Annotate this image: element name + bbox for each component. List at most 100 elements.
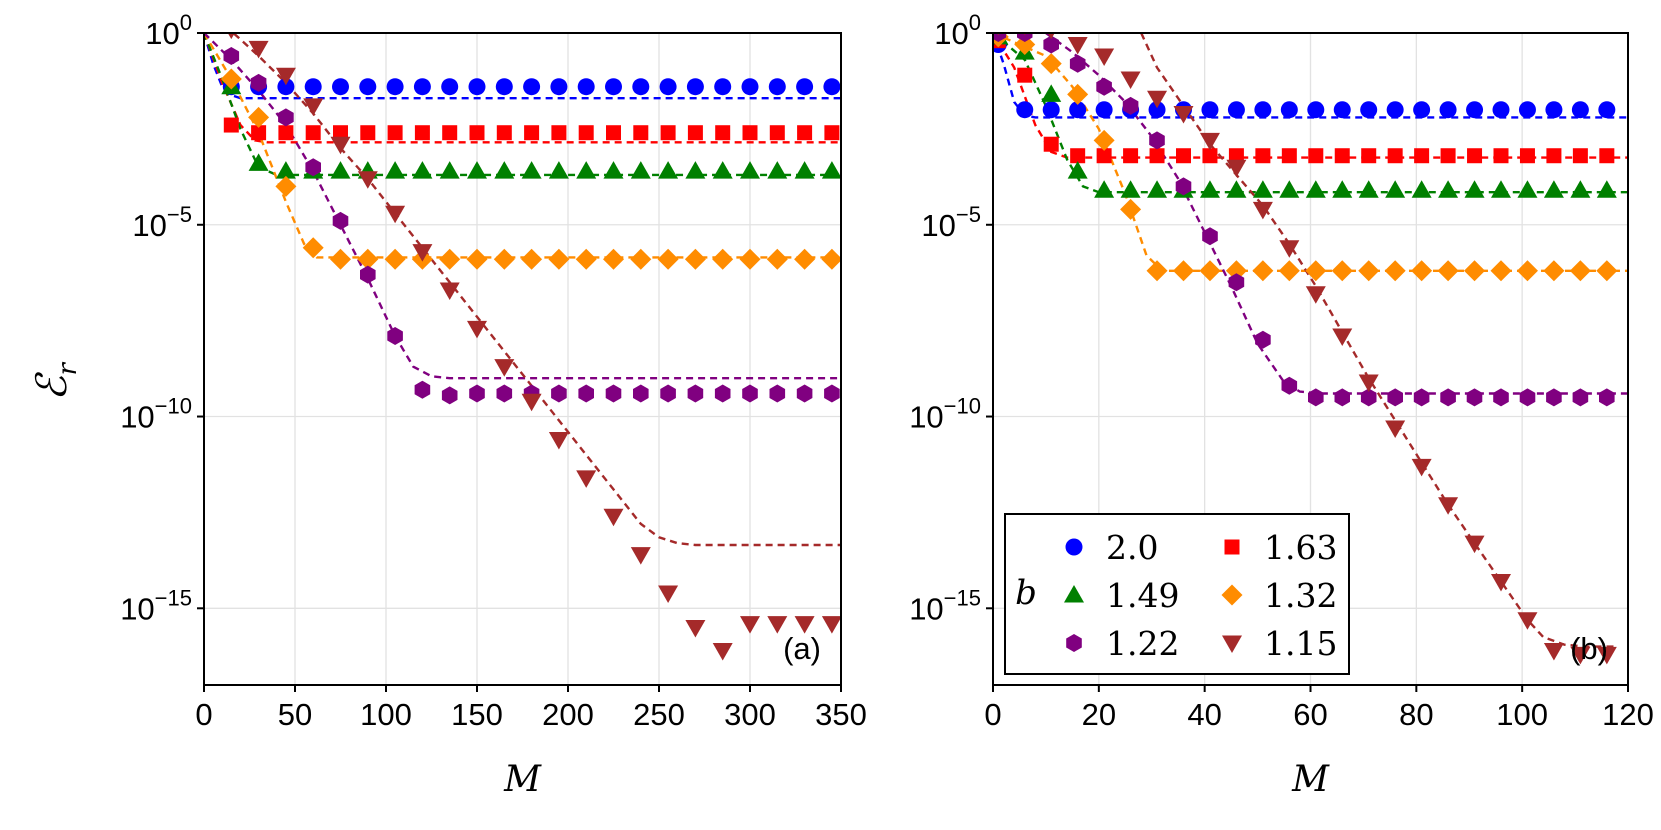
data-point (521, 161, 542, 179)
data-point (1199, 260, 1221, 282)
data-point (660, 125, 676, 141)
data-point (821, 248, 841, 270)
y-axis-label: ℰr (27, 362, 83, 401)
data-point (439, 282, 460, 300)
data-point (1093, 129, 1115, 151)
data-point (1331, 260, 1353, 282)
data-point (305, 125, 321, 141)
data-point (1493, 148, 1509, 164)
data-point (630, 547, 651, 565)
y-tick-label: 10−10 (120, 394, 192, 435)
data-point (766, 248, 788, 270)
data-point (742, 125, 758, 141)
data-point (227, 33, 235, 40)
legend-marker (1065, 538, 1083, 556)
data-point (1517, 612, 1538, 630)
data-point (1598, 101, 1616, 119)
data-point (1094, 180, 1115, 198)
data-point (769, 384, 786, 403)
data-point (1252, 260, 1274, 282)
series-1.22 (993, 33, 1615, 407)
data-point (796, 78, 814, 96)
data-point (385, 205, 406, 224)
x-tick-label: 250 (633, 697, 685, 732)
data-point (441, 386, 458, 405)
data-point (360, 265, 376, 284)
data-point (386, 78, 404, 96)
data-point (1464, 180, 1485, 198)
data-point (1387, 388, 1403, 407)
data-point (469, 384, 485, 403)
data-point (1493, 388, 1509, 407)
legend: b 2.0 1.63 1.49 1.32 1.22 1.15 (1004, 513, 1350, 675)
x-axis-label: M (1291, 759, 1330, 800)
legend-entries: 2.0 1.63 1.49 1.32 1.22 1.15 (1064, 528, 1337, 663)
data-point (548, 248, 570, 270)
panel-label: (b) (1570, 631, 1608, 666)
legend-label: 1.32 (1264, 576, 1337, 615)
data-point (467, 161, 487, 179)
data-point (441, 78, 459, 96)
data-point (1438, 497, 1459, 515)
data-point (1411, 458, 1432, 477)
data-point (1122, 96, 1139, 115)
data-point (1516, 260, 1538, 282)
data-point (685, 161, 706, 179)
data-point (575, 248, 597, 270)
data-point (1385, 180, 1406, 198)
data-point (248, 40, 269, 59)
data-point (1094, 48, 1115, 67)
data-point (1173, 106, 1194, 124)
data-point (551, 384, 567, 403)
legend-entry: 1.15 (1222, 624, 1337, 663)
fit-line-1.63 (204, 33, 841, 144)
x-tick-label: 40 (1187, 697, 1221, 732)
data-point (1492, 101, 1510, 119)
data-point (1225, 260, 1247, 282)
data-point (412, 161, 433, 179)
data-point (1252, 201, 1273, 220)
data-point (1518, 101, 1536, 119)
data-point (576, 470, 597, 488)
data-point (1147, 90, 1168, 109)
x-tick-label: 100 (1496, 697, 1548, 732)
data-point (332, 78, 349, 96)
series-1.63 (223, 117, 840, 141)
data-point (1280, 101, 1298, 119)
data-point (1069, 54, 1086, 73)
series-1.32 (220, 68, 841, 270)
data-point (223, 117, 239, 133)
data-point (712, 642, 733, 661)
data-point (1070, 148, 1086, 164)
x-tick-label: 150 (451, 697, 503, 732)
data-point (1047, 33, 1055, 40)
data-point (548, 432, 569, 450)
data-point (442, 125, 458, 141)
data-point (1149, 131, 1165, 150)
data-point (220, 68, 242, 90)
data-point (384, 248, 406, 270)
y-tick-label: 10−15 (120, 585, 192, 626)
data-point (250, 73, 267, 92)
data-point (767, 616, 788, 634)
data-point (524, 125, 540, 141)
y-tick-label: 10−5 (921, 202, 981, 243)
data-point (1305, 286, 1326, 304)
axes-frame (203, 32, 842, 686)
data-point (1599, 388, 1615, 407)
data-point (414, 125, 430, 141)
data-point (1252, 180, 1273, 198)
data-point (1308, 148, 1324, 164)
legend-entry: 1.32 (1221, 576, 1337, 615)
data-point (1202, 148, 1218, 164)
series-2.0 (222, 78, 841, 96)
data-point (1227, 101, 1245, 119)
svg-text:ℰr: ℰr (27, 362, 83, 401)
data-point (1228, 148, 1244, 164)
data-point (794, 248, 816, 270)
data-point (605, 78, 622, 96)
data-point (741, 78, 759, 96)
data-point (1491, 573, 1511, 592)
data-point (1120, 71, 1141, 90)
data-point (633, 125, 649, 141)
